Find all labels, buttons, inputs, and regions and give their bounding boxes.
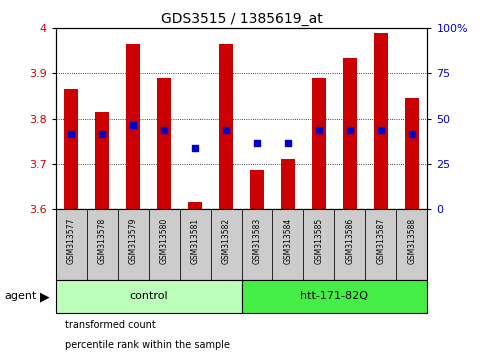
Text: GSM313581: GSM313581: [190, 218, 199, 264]
Bar: [242, 280, 427, 313]
Bar: [149, 209, 180, 280]
Point: [315, 127, 323, 133]
Text: GSM313582: GSM313582: [222, 218, 230, 264]
Point: [160, 127, 168, 133]
Text: transformed count: transformed count: [65, 320, 156, 330]
Point: [129, 122, 137, 128]
Bar: [374, 33, 388, 209]
Text: GSM313584: GSM313584: [284, 218, 293, 264]
Text: GSM313587: GSM313587: [376, 218, 385, 264]
Bar: [303, 209, 334, 280]
Bar: [157, 78, 171, 209]
Text: htt-171-82Q: htt-171-82Q: [300, 291, 369, 302]
Text: GSM313577: GSM313577: [67, 217, 75, 264]
Point: [346, 127, 354, 133]
Bar: [86, 209, 117, 280]
Point: [408, 132, 416, 137]
Text: ▶: ▶: [40, 290, 50, 303]
Point: [377, 127, 385, 133]
Point: [98, 132, 106, 137]
Text: GSM313585: GSM313585: [314, 218, 324, 264]
Bar: [281, 159, 295, 209]
Point: [284, 141, 292, 146]
Text: GSM313579: GSM313579: [128, 217, 138, 264]
Text: GSM313588: GSM313588: [408, 218, 416, 264]
Text: GSM313586: GSM313586: [345, 218, 355, 264]
Text: agent: agent: [5, 291, 37, 302]
Point: [253, 141, 261, 146]
Bar: [219, 44, 233, 209]
Bar: [56, 209, 86, 280]
Bar: [250, 171, 264, 209]
Text: GSM313583: GSM313583: [253, 218, 261, 264]
Bar: [272, 209, 303, 280]
Bar: [188, 202, 202, 209]
Bar: [312, 78, 326, 209]
Bar: [211, 209, 242, 280]
Bar: [334, 209, 366, 280]
Point: [191, 145, 199, 151]
Bar: [397, 209, 427, 280]
Bar: [56, 280, 242, 313]
Bar: [180, 209, 211, 280]
Text: GSM313578: GSM313578: [98, 218, 107, 264]
Text: GSM313580: GSM313580: [159, 218, 169, 264]
Bar: [343, 58, 357, 209]
Text: percentile rank within the sample: percentile rank within the sample: [65, 340, 229, 350]
Bar: [405, 98, 419, 209]
Text: control: control: [129, 291, 168, 302]
Bar: [242, 209, 272, 280]
Text: GDS3515 / 1385619_at: GDS3515 / 1385619_at: [161, 12, 322, 27]
Bar: [64, 89, 78, 209]
Bar: [95, 112, 109, 209]
Bar: [366, 209, 397, 280]
Bar: [126, 44, 140, 209]
Point: [67, 132, 75, 137]
Point: [222, 127, 230, 133]
Bar: [117, 209, 149, 280]
